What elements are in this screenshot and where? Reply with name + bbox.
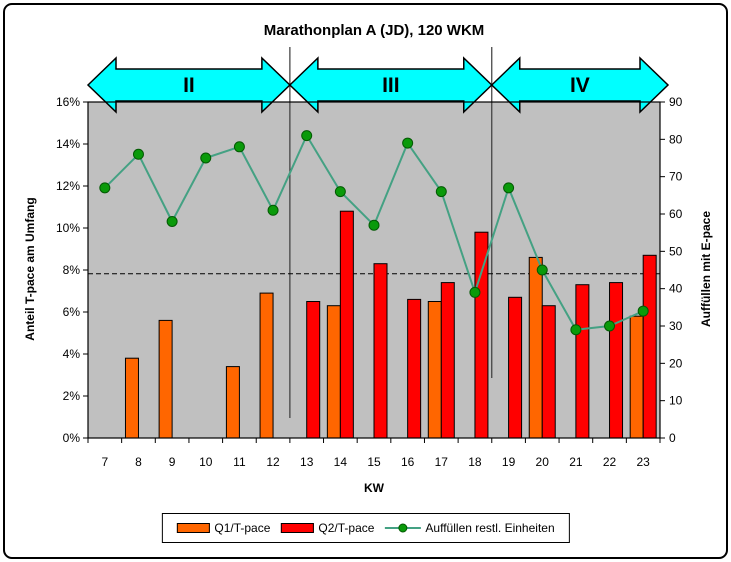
left-axis-title: Anteil T-pace am Umfang [23, 197, 37, 341]
bar-q2-t-pace-kw17 [440, 282, 455, 439]
x-tick-label: 11 [233, 455, 246, 469]
phase-arrow [490, 56, 670, 114]
bar-q2-t-pace-kw20 [541, 305, 556, 439]
bar-q1-t-pace-kw14 [326, 305, 341, 439]
legend-item-line: Auffüllen restl. Einheiten [384, 521, 555, 535]
x-tick-label: 21 [569, 455, 583, 469]
line-marker-kw21 [570, 324, 582, 336]
line-marker-kw15 [368, 219, 380, 231]
line-marker-icon [397, 523, 407, 533]
bar-q2-t-pace-kw14 [339, 210, 354, 439]
legend-label-q1: Q1/T-pace [214, 521, 271, 535]
left-tick-label: 10% [56, 221, 80, 235]
left-tick-label: 14% [56, 137, 80, 151]
phase-label: II [183, 74, 195, 97]
bar-q2-t-pace-kw15 [373, 263, 388, 439]
x-tick-label: 8 [135, 455, 142, 469]
q1-swatch [176, 523, 210, 533]
bar-q1-t-pace-kw11 [225, 366, 240, 439]
bar-q1-t-pace-kw20 [528, 256, 543, 439]
x-tick-label: 13 [300, 455, 314, 469]
x-tick-label: 18 [468, 455, 482, 469]
right-tick-label: 40 [669, 282, 683, 296]
chart-title: Marathonplan A (JD), 120 WKM [263, 22, 485, 39]
x-tick-label: 22 [603, 455, 617, 469]
x-tick-label: 12 [266, 455, 280, 469]
line-marker-kw14 [334, 186, 346, 198]
right-tick-label: 30 [669, 319, 683, 333]
left-tick-label: 2% [63, 389, 81, 403]
left-tick-label: 4% [63, 347, 81, 361]
x-tick-label: 7 [101, 455, 108, 469]
right-tick-label: 90 [669, 95, 683, 109]
line-marker-kw19 [503, 182, 515, 194]
line-marker-kw23 [637, 305, 649, 317]
right-tick-label: 10 [669, 394, 683, 408]
legend-label-line: Auffüllen restl. Einheiten [425, 521, 555, 535]
bar-q1-t-pace-kw8 [124, 357, 139, 439]
left-tick-label: 12% [56, 179, 80, 193]
line-marker-kw22 [604, 320, 616, 332]
x-axis-title: KW [364, 481, 384, 495]
right-tick-label: 80 [669, 132, 683, 146]
q2-swatch [280, 523, 314, 533]
legend: Q1/T-pace Q2/T-pace Auffüllen restl. Ein… [161, 513, 570, 543]
line-marker-kw13 [301, 130, 313, 142]
line-marker-kw18 [469, 286, 481, 298]
x-tick-label: 16 [401, 455, 415, 469]
bar-q1-t-pace-kw17 [427, 301, 442, 439]
bar-q1-t-pace-kw9 [158, 319, 173, 439]
phase-label: IV [570, 74, 590, 97]
bar-q2-t-pace-kw21 [575, 284, 590, 439]
legend-label-q2: Q2/T-pace [318, 521, 375, 535]
line-marker-kw10 [200, 152, 212, 164]
x-tick-label: 17 [435, 455, 449, 469]
right-axis-title: Auffüllen mit E-pace [699, 211, 713, 328]
legend-item-q2: Q2/T-pace [280, 521, 374, 535]
right-tick-label: 50 [669, 244, 683, 258]
left-tick-label: 0% [63, 431, 81, 445]
x-tick-label: 19 [502, 455, 516, 469]
left-tick-label: 8% [63, 263, 81, 277]
bar-q2-t-pace-kw23 [642, 254, 657, 439]
x-tick-label: 14 [334, 455, 348, 469]
bar-q1-t-pace-kw23 [629, 315, 644, 439]
x-tick-label: 20 [536, 455, 550, 469]
bar-q2-t-pace-kw16 [407, 298, 422, 439]
bar-q2-t-pace-kw19 [508, 296, 523, 439]
right-tick-label: 20 [669, 356, 683, 370]
right-tick-label: 60 [669, 207, 683, 221]
line-marker-kw11 [233, 141, 245, 153]
left-tick-label: 16% [56, 95, 80, 109]
line-marker-kw9 [166, 215, 178, 227]
plot-border [87, 101, 661, 439]
bar-q2-t-pace-kw22 [609, 282, 624, 439]
line-marker-kw20 [536, 264, 548, 276]
right-tick-label: 0 [669, 431, 676, 445]
bar-q1-t-pace-kw12 [259, 292, 274, 439]
x-tick-label: 23 [636, 455, 650, 469]
right-tick-label: 70 [669, 170, 683, 184]
left-tick-label: 6% [63, 305, 81, 319]
x-tick-label: 10 [199, 455, 213, 469]
line-marker-kw8 [132, 148, 144, 160]
line-marker-kw16 [402, 137, 414, 149]
legend-item-q1: Q1/T-pace [176, 521, 270, 535]
line-marker-kw7 [99, 182, 111, 194]
bar-q2-t-pace-kw13 [306, 301, 321, 439]
line-marker-kw17 [435, 186, 447, 198]
x-tick-label: 15 [367, 455, 381, 469]
x-tick-label: 9 [169, 455, 176, 469]
line-marker-kw12 [267, 204, 279, 216]
line-sample [384, 523, 421, 533]
bar-q2-t-pace-kw18 [474, 231, 489, 439]
phase-label: III [382, 74, 400, 97]
